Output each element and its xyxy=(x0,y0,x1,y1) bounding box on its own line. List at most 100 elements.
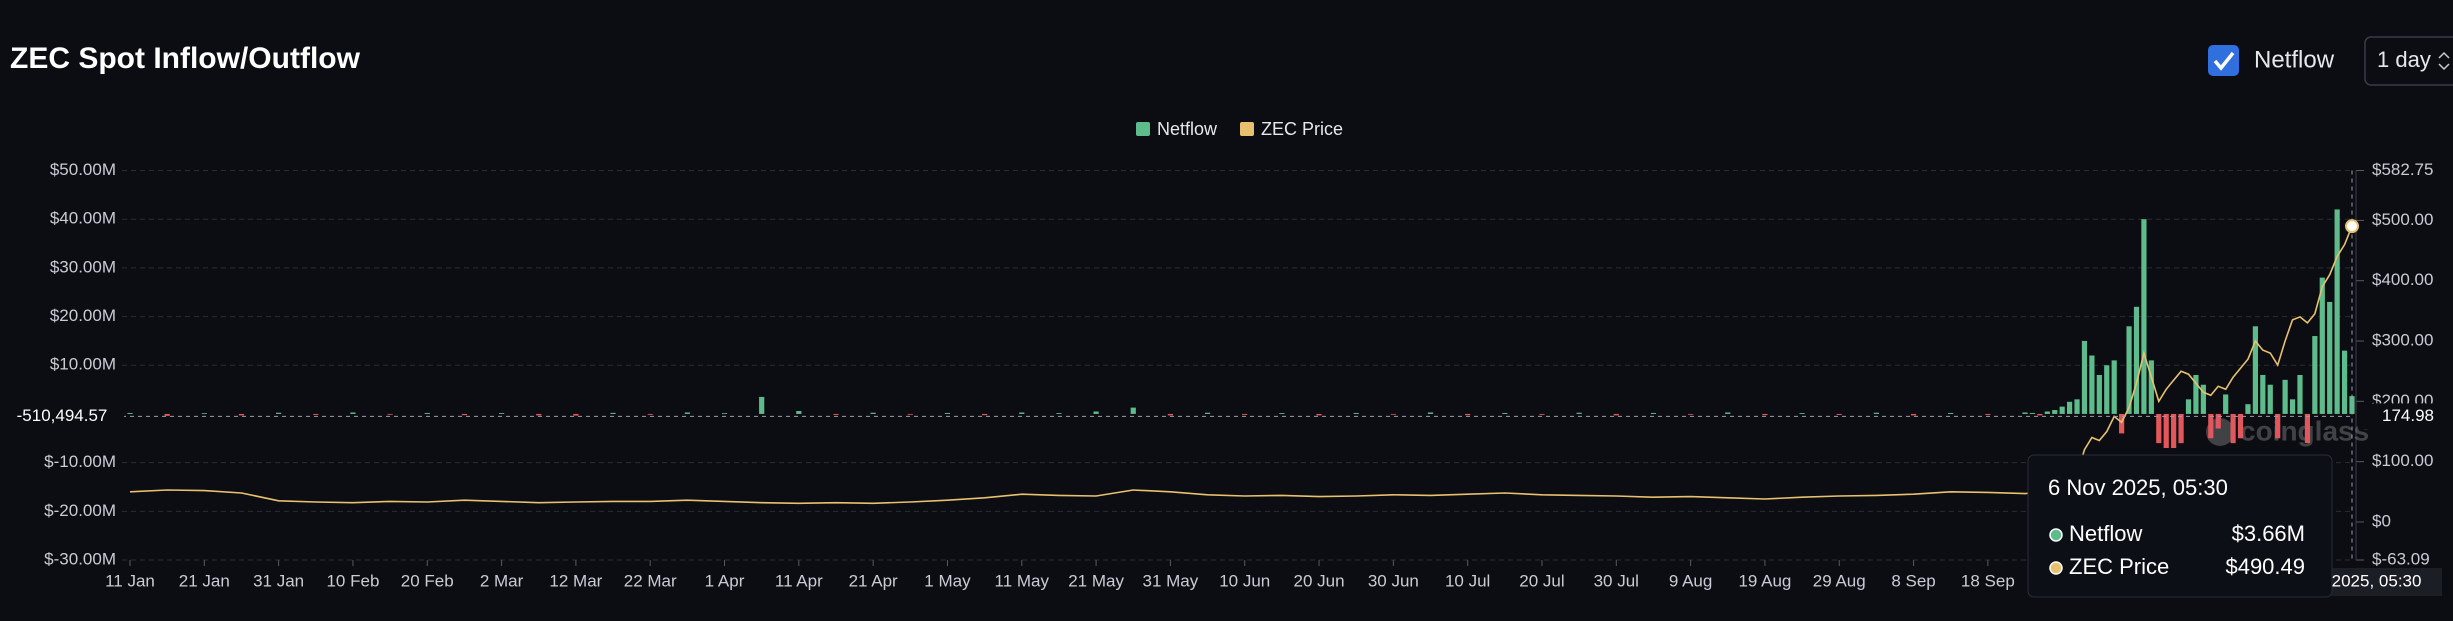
netflow-bar xyxy=(2052,410,2058,414)
x-tick-label: 30 Jun xyxy=(1368,571,1419,590)
netflow-bar xyxy=(2304,413,2311,444)
netflow-bar xyxy=(2312,336,2318,414)
crosshair-y2-label: 174.98 xyxy=(2382,406,2434,425)
tooltip-box xyxy=(2027,454,2333,598)
netflow-bar xyxy=(2245,404,2251,414)
y-tick-label: $-20.00M xyxy=(44,501,116,520)
netflow-bar xyxy=(2044,411,2050,414)
tooltip-dot xyxy=(2049,528,2063,542)
y-tick-label: $10.00M xyxy=(50,355,116,374)
watermark: coinglass xyxy=(2240,415,2369,446)
select-box[interactable] xyxy=(2364,36,2453,86)
x-tick-label: 20 Jul xyxy=(1519,571,1564,590)
netflow-bar xyxy=(201,413,207,415)
tooltip-series-name: ZEC Price xyxy=(2069,554,2169,579)
netflow-bar xyxy=(2215,413,2221,429)
netflow-bar xyxy=(1353,412,1359,414)
netflow-bar xyxy=(2096,374,2102,414)
x-tick-label: 22 Mar xyxy=(624,571,677,590)
plot: $50.00M $40.00M $30.00M $20.00M $10.00M $-10.… xyxy=(0,160,2453,598)
netflow-bar xyxy=(2156,413,2162,444)
netflow-bar xyxy=(684,412,690,414)
x-tick-label: 12 Mar xyxy=(549,571,602,590)
y2-tick-label: $582.75 xyxy=(2372,160,2433,179)
select-chevron xyxy=(2438,51,2450,71)
tooltip: 6 Nov 2025, 05:30 Netflow $3.66M ZEC Price $… xyxy=(2027,454,2333,598)
netflow-bar xyxy=(498,413,505,414)
netflow-bar xyxy=(2171,413,2177,449)
netflow-bar xyxy=(2178,413,2184,444)
netflow-bar xyxy=(1167,413,1174,416)
x-tick-label: 9 Aug xyxy=(1669,571,1713,590)
x-tick-label: 20 Feb xyxy=(401,571,454,590)
y-tick-label: $-30.00M xyxy=(44,549,116,568)
netflow-bar xyxy=(1502,412,1508,414)
netflow-bar xyxy=(2104,365,2110,414)
y2-tick-label: $500.00 xyxy=(2372,210,2433,229)
checkbox[interactable] xyxy=(2208,45,2239,76)
netflow-bar xyxy=(1688,413,1694,415)
netflow-bar xyxy=(424,412,430,414)
netflow-bar xyxy=(1056,413,1062,414)
netflow-bar xyxy=(1948,412,1954,414)
netflow-bar xyxy=(536,413,542,416)
netflow-bar xyxy=(1836,413,1842,415)
netflow-toggle[interactable]: Netflow xyxy=(2208,45,2335,76)
netflow-bar xyxy=(759,396,765,414)
netflow-bar xyxy=(2081,340,2088,414)
netflow-bar xyxy=(2267,384,2273,414)
x-tick-label: 31 Jan xyxy=(253,571,304,590)
y-tick-label: $30.00M xyxy=(50,257,116,276)
netflow-bar xyxy=(1019,412,1025,414)
x-tick-label: 11 Jan xyxy=(105,571,155,590)
netflow-bar xyxy=(610,412,616,414)
netflow-bar xyxy=(2133,306,2140,414)
legend-swatch xyxy=(1136,122,1150,136)
netflow-bar xyxy=(2022,412,2028,414)
netflow-bar xyxy=(2067,401,2073,414)
crosshair-y2-box xyxy=(2358,403,2453,430)
netflow-bar xyxy=(1204,412,1211,414)
x-tick-label: 21 Jan xyxy=(179,571,230,590)
netflow-bar xyxy=(2119,413,2125,434)
netflow-bar xyxy=(238,413,245,416)
y2-tick-label: $-63.09 xyxy=(2372,549,2430,568)
interval-select[interactable]: 1 day xyxy=(2364,36,2453,86)
legend-swatch xyxy=(1240,122,1254,136)
netflow-bar xyxy=(2230,413,2236,444)
x-tick-label: 20 Jun xyxy=(1294,571,1345,590)
netflow-bar xyxy=(2141,219,2147,414)
x-tick-label: 11 Apr xyxy=(775,571,823,590)
netflow-bar xyxy=(721,413,728,415)
tooltip-value: $3.66M xyxy=(2232,521,2305,546)
x-tick-label: 19 Aug xyxy=(1738,571,1791,590)
netflow-bar xyxy=(2260,374,2266,414)
netflow-bar xyxy=(2126,326,2132,414)
x-tick-label: 30 Jul xyxy=(1594,571,1639,590)
tooltip-value: $490.49 xyxy=(2225,554,2305,579)
netflow-bar xyxy=(164,413,170,416)
netflow-bar xyxy=(2334,209,2340,414)
x-tick-label: 10 Feb xyxy=(326,571,379,590)
netflow-bar xyxy=(2282,379,2288,414)
netflow-bar xyxy=(2163,413,2169,449)
netflow-bar xyxy=(276,412,282,414)
netflow-bar xyxy=(1613,413,1619,416)
netflow-bar xyxy=(1725,412,1731,414)
netflow-bar xyxy=(127,412,133,414)
netflow-bar xyxy=(387,413,393,415)
price-marker xyxy=(2345,219,2359,234)
toggle-label[interactable]: Netflow xyxy=(2254,46,2335,73)
select-value[interactable]: 1 day xyxy=(2377,47,2431,72)
crosshair-y-label: -510,494.57 xyxy=(17,406,108,425)
netflow-bar xyxy=(870,412,876,414)
netflow-bar xyxy=(2297,374,2303,414)
netflow-bar xyxy=(982,413,988,416)
y2-tick-label: $400.00 xyxy=(2372,270,2433,289)
netflow-bar xyxy=(2275,413,2281,439)
netflow-bar xyxy=(2148,360,2154,414)
netflow-bar xyxy=(573,413,579,416)
netflow-bar xyxy=(1427,412,1434,414)
netflow-bar xyxy=(313,413,319,415)
y-tick-label: $20.00M xyxy=(50,306,116,325)
